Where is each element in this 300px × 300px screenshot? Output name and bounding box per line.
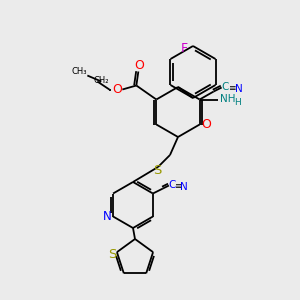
- Text: ≡: ≡: [228, 84, 236, 93]
- Text: O: O: [134, 59, 144, 72]
- Text: CH₃: CH₃: [72, 67, 87, 76]
- Text: O: O: [202, 118, 212, 131]
- Text: O: O: [112, 83, 122, 96]
- Text: F: F: [181, 43, 188, 56]
- Text: N: N: [103, 210, 112, 223]
- Text: H: H: [234, 98, 241, 107]
- Text: C: C: [221, 82, 228, 92]
- Text: N: N: [235, 85, 242, 94]
- Text: S: S: [153, 164, 161, 178]
- Text: S: S: [108, 248, 116, 261]
- Text: C: C: [168, 179, 175, 190]
- Text: CH₂: CH₂: [94, 76, 109, 85]
- Text: N: N: [180, 182, 188, 191]
- Text: ≡: ≡: [174, 182, 182, 191]
- Text: NH: NH: [220, 94, 236, 103]
